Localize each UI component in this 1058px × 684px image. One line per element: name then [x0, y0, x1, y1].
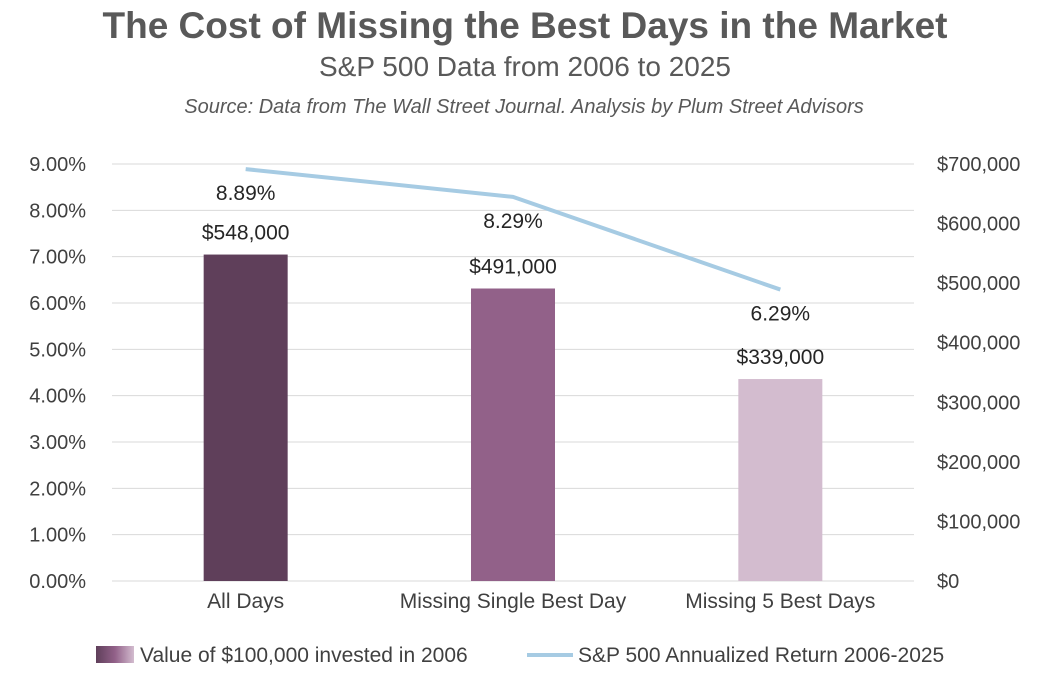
chart-subtitle: S&P 500 Data from 2006 to 2025 — [319, 51, 731, 82]
legend-line-label: S&P 500 Annualized Return 2006-2025 — [578, 644, 944, 667]
bar-value-label: $491,000 — [469, 256, 557, 279]
right-tick-label: $0 — [937, 571, 959, 593]
category-axis: All Days Missing Single Best Day Missing 5… — [207, 590, 875, 613]
right-tick-label: $200,000 — [937, 452, 1020, 474]
left-tick-label: 2.00% — [29, 478, 86, 500]
left-tick-label: 5.00% — [29, 339, 86, 361]
left-tick-label: 3.00% — [29, 432, 86, 454]
legend: Value of $100,000 invested in 2006 S&P 5… — [96, 644, 944, 667]
left-axis: 0.00% 1.00% 2.00% 3.00% 4.00% 5.00% 6.00% 7.00%… — [29, 154, 86, 593]
line-value-label: 8.89% — [216, 182, 276, 205]
right-tick-label: $700,000 — [937, 154, 1020, 176]
bar — [738, 379, 823, 581]
category-label: Missing Single Best Day — [400, 590, 627, 613]
left-tick-label: 0.00% — [29, 571, 86, 593]
line-value-label: 8.29% — [483, 210, 543, 233]
line-value-label: 6.29% — [751, 303, 811, 326]
bar-value-label: $548,000 — [202, 222, 290, 245]
left-tick-label: 7.00% — [29, 247, 86, 269]
bar — [471, 288, 555, 581]
category-label: Missing 5 Best Days — [685, 590, 875, 613]
left-tick-label: 1.00% — [29, 525, 86, 547]
left-tick-label: 9.00% — [29, 154, 86, 176]
right-axis: $0 $100,000 $200,000 $300,000 $400,000 $500,0… — [937, 154, 1020, 593]
bar-value-label: $339,000 — [737, 346, 825, 369]
left-tick-label: 6.00% — [29, 293, 86, 315]
line-series — [245, 167, 781, 292]
bar-data-labels: $548,000 $491,000 $339,000 — [202, 222, 824, 370]
left-tick-label: 4.00% — [29, 386, 86, 408]
right-tick-label: $300,000 — [937, 392, 1020, 414]
right-tick-label: $100,000 — [937, 511, 1020, 533]
chart-title: The Cost of Missing the Best Days in the… — [103, 5, 948, 46]
right-tick-label: $400,000 — [937, 333, 1020, 355]
chart-source: Source: Data from The Wall Street Journa… — [184, 96, 864, 118]
bar — [203, 254, 288, 581]
right-tick-label: $500,000 — [937, 273, 1020, 295]
left-tick-label: 8.00% — [29, 200, 86, 222]
line-data-labels: 8.89% 8.29% 6.29% — [216, 182, 810, 325]
bar-series — [203, 254, 823, 581]
right-tick-label: $600,000 — [937, 214, 1020, 236]
legend-bar-swatch — [96, 646, 134, 663]
legend-bar-label: Value of $100,000 invested in 2006 — [140, 644, 468, 667]
category-label: All Days — [207, 590, 284, 613]
